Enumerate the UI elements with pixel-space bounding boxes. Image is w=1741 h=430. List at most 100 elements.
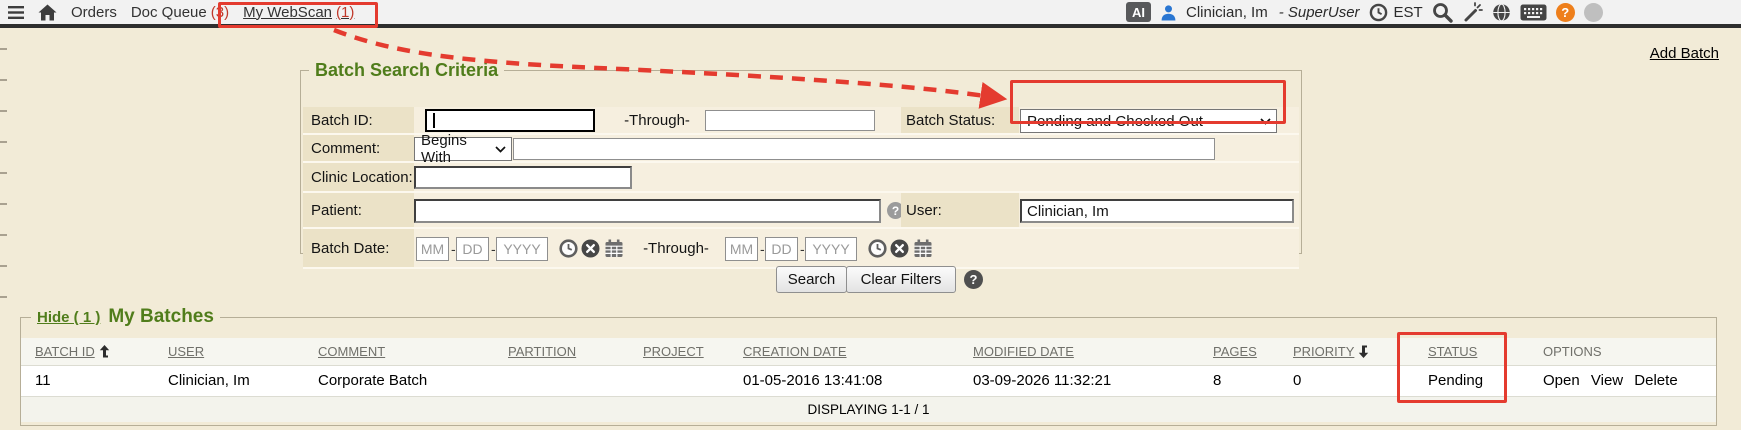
cell-modified-date: 03-09-2026 11:32:21 [959, 365, 1199, 396]
col-project-label[interactable]: PROJECT [643, 343, 704, 359]
date-separator: - [451, 241, 456, 257]
row-batch-id: Batch ID: -Through- Batch Status: Pendin… [303, 107, 1299, 135]
patient-input[interactable] [414, 199, 881, 223]
cell-project [629, 365, 729, 396]
table-header-row: BATCH ID USER COMMENT PARTITION PROJECT … [21, 338, 1716, 366]
timezone-label: EST [1393, 3, 1423, 21]
calendar-icon[interactable] [604, 239, 624, 263]
date-to-dd-input[interactable]: DD [765, 237, 798, 261]
batch-search-criteria-panel: Batch Search Criteria Batch ID: -Through… [300, 60, 1302, 269]
time-picker-icon[interactable] [559, 239, 578, 263]
date-separator: - [760, 241, 765, 257]
date-to-yyyy-input[interactable]: YYYY [805, 237, 857, 261]
sort-ascending-icon [99, 344, 109, 358]
date-from-mm-input[interactable]: MM [416, 237, 449, 261]
comment-input[interactable] [513, 138, 1215, 160]
doc-queue-label: Doc Queue [130, 3, 207, 21]
user-name: Clinician, Im [1186, 3, 1268, 21]
table-footer-row: DISPLAYING 1-1 / 1 [21, 395, 1716, 422]
search-button[interactable]: Search [776, 266, 847, 293]
top-nav-bar: Orders Doc Queue (3) My WebScan (1) AI Cli… [0, 0, 1741, 28]
home-icon[interactable] [38, 4, 57, 21]
cell-partition [494, 365, 629, 396]
batch-status-value: Pending and Checked Out [1027, 112, 1203, 130]
sort-descending-icon [1359, 345, 1369, 358]
batch-id-to-input[interactable] [705, 110, 875, 131]
search-help-icon[interactable]: ? [964, 270, 983, 289]
keyboard-icon[interactable] [1520, 4, 1547, 21]
row-comment: Comment: Begins With [303, 132, 1299, 166]
delete-batch-link[interactable]: Delete [1634, 372, 1678, 389]
patient-help-icon[interactable]: ? [887, 202, 904, 219]
clear-filters-button[interactable]: Clear Filters [846, 266, 956, 293]
user-input[interactable]: Clinician, Im [1020, 199, 1294, 223]
user-label: User: [901, 193, 1019, 227]
comment-operator-select[interactable]: Begins With [414, 132, 512, 166]
user-role: - SuperUser [1278, 3, 1360, 21]
patient-label: Patient: [303, 193, 414, 227]
col-header-project[interactable]: PROJECT [629, 338, 729, 366]
date-from-yyyy-input[interactable]: YYYY [496, 237, 548, 261]
row-batch-date: Batch Date: MM - DD - YYYY -Through- MM … [303, 229, 1299, 269]
col-batch-id-label[interactable]: BATCH ID [35, 343, 95, 359]
nav-item-orders[interactable]: Orders [71, 3, 117, 21]
cell-user: Clinician, Im [154, 365, 304, 396]
col-header-comment[interactable]: COMMENT [304, 338, 494, 366]
col-header-priority[interactable]: PRIORITY [1279, 338, 1414, 366]
col-creation-date-label[interactable]: CREATION DATE [743, 343, 847, 359]
col-header-user[interactable]: USER [154, 338, 304, 366]
time-picker-icon[interactable] [868, 239, 887, 263]
text-cursor [433, 113, 435, 128]
wand-icon[interactable] [1462, 1, 1483, 23]
calendar-icon[interactable] [913, 239, 933, 263]
my-batches-panel: Hide ( 1 ) My Batches BATCH ID USER COMM… [20, 306, 1717, 426]
col-header-status[interactable]: STATUS [1414, 338, 1529, 366]
batch-status-select[interactable]: Pending and Checked Out [1020, 109, 1277, 133]
hamburger-menu-icon[interactable] [8, 5, 24, 19]
help-icon[interactable]: ? [1555, 2, 1575, 22]
col-header-batch-id[interactable]: BATCH ID [21, 338, 154, 366]
date-separator: - [491, 241, 496, 257]
col-status-label[interactable]: STATUS [1428, 343, 1478, 359]
col-header-options: OPTIONS [1529, 338, 1716, 366]
clear-date-icon[interactable] [581, 239, 600, 263]
batch-id-from-input[interactable] [425, 109, 595, 132]
batch-id-through-label: -Through- [624, 112, 690, 129]
cell-pages: 8 [1199, 365, 1279, 396]
clear-date-icon[interactable] [890, 239, 909, 263]
col-header-partition[interactable]: PARTITION [494, 338, 629, 366]
ai-badge[interactable]: AI [1126, 2, 1151, 22]
comment-operator-value: Begins With [421, 132, 467, 166]
col-pages-label[interactable]: PAGES [1213, 343, 1257, 359]
col-header-modified-date[interactable]: MODIFIED DATE [959, 338, 1199, 366]
col-user-label[interactable]: USER [168, 343, 205, 359]
col-partition-label[interactable]: PARTITION [508, 343, 577, 359]
nav-item-doc-queue[interactable]: Doc Queue (3) [131, 4, 229, 21]
date-from-dd-input[interactable]: DD [456, 237, 489, 261]
date-to-mm-input[interactable]: MM [725, 237, 758, 261]
doc-queue-count: (3) [210, 3, 230, 21]
user-icon[interactable] [1160, 4, 1177, 21]
col-priority-label[interactable]: PRIORITY [1293, 343, 1355, 359]
hide-batches-link[interactable]: Hide ( 1 ) [37, 309, 101, 326]
batch-date-label: Batch Date: [303, 229, 414, 267]
chevron-down-icon [495, 146, 506, 153]
view-batch-link[interactable]: View [1590, 372, 1624, 389]
search-icon[interactable] [1432, 2, 1453, 23]
col-options-label: OPTIONS [1543, 343, 1602, 359]
globe-icon[interactable] [1492, 3, 1511, 22]
date-separator: - [800, 241, 805, 257]
col-header-creation-date[interactable]: CREATION DATE [729, 338, 959, 366]
paging-status: DISPLAYING 1-1 / 1 [21, 395, 1716, 422]
presence-indicator-icon [1583, 2, 1603, 22]
col-comment-label[interactable]: COMMENT [318, 343, 386, 359]
open-batch-link[interactable]: Open [1543, 372, 1580, 389]
cell-creation-date: 01-05-2016 13:41:08 [729, 365, 959, 396]
nav-item-my-webscan[interactable]: My WebScan (1) [243, 4, 354, 21]
add-batch-link[interactable]: Add Batch [1649, 45, 1719, 62]
batches-table: BATCH ID USER COMMENT PARTITION PROJECT … [21, 338, 1716, 422]
clinic-location-input[interactable] [414, 166, 632, 189]
col-modified-date-label[interactable]: MODIFIED DATE [973, 343, 1074, 359]
clock-icon[interactable] [1369, 3, 1388, 22]
col-header-pages[interactable]: PAGES [1199, 338, 1279, 366]
